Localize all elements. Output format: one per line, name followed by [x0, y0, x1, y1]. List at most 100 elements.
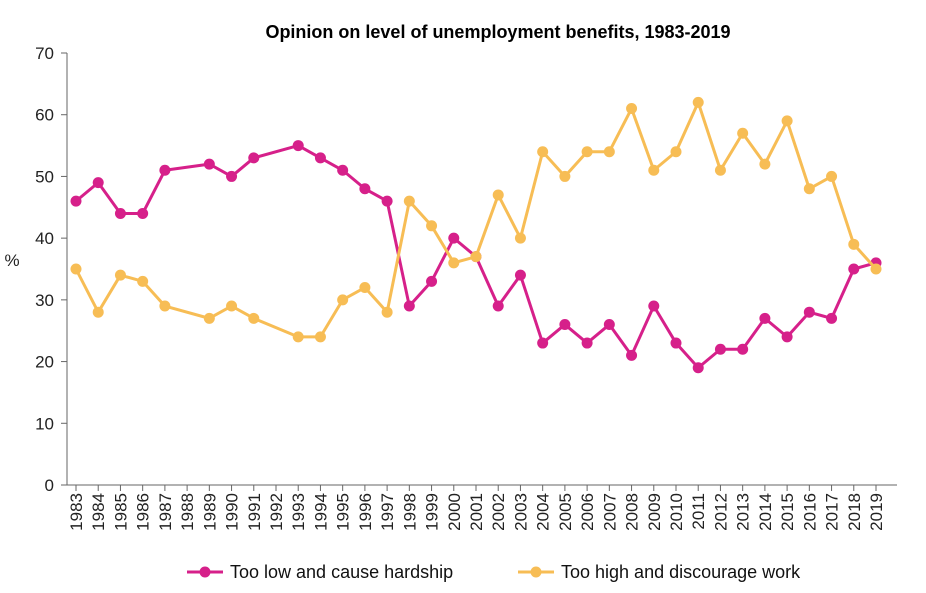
data-point	[92, 177, 104, 189]
data-point	[426, 220, 438, 232]
y-tick-label: 20	[35, 353, 54, 372]
data-point	[137, 207, 149, 219]
data-point	[737, 127, 749, 139]
data-point	[714, 343, 726, 355]
x-tick-label: 2009	[645, 493, 664, 531]
data-point	[159, 164, 171, 176]
data-point	[359, 183, 371, 195]
legend-label: Too high and discourage work	[561, 562, 801, 582]
x-tick-label: 1993	[289, 493, 308, 531]
data-point	[848, 263, 860, 275]
x-tick-label: 2003	[511, 493, 530, 531]
x-tick-label: 2000	[445, 493, 464, 531]
data-point	[337, 164, 349, 176]
x-tick-label: 2017	[823, 493, 842, 531]
x-tick-label: 2010	[667, 493, 686, 531]
data-point	[359, 282, 371, 294]
data-point	[559, 170, 571, 182]
x-tick-label: 2018	[845, 493, 864, 531]
data-point	[848, 238, 860, 250]
data-point	[448, 257, 460, 269]
data-point	[492, 189, 504, 201]
data-point	[248, 152, 260, 164]
data-point	[670, 337, 682, 349]
y-tick-label: 60	[35, 106, 54, 125]
series-1	[70, 96, 882, 343]
y-tick-label: 10	[35, 414, 54, 433]
data-point	[248, 312, 260, 324]
data-point	[581, 337, 593, 349]
legend-swatch-marker	[530, 566, 542, 578]
x-tick-label: 2013	[734, 493, 753, 531]
data-point	[226, 170, 238, 182]
y-axis-label: %	[4, 251, 19, 270]
legend-item-0: Too low and cause hardship	[187, 562, 453, 582]
legend-label: Too low and cause hardship	[230, 562, 453, 582]
data-point	[203, 158, 215, 170]
data-point	[670, 146, 682, 158]
data-point	[759, 158, 771, 170]
legend: Too low and cause hardship Too high and d…	[187, 562, 801, 582]
data-point	[692, 96, 704, 108]
data-point	[70, 263, 82, 275]
data-point	[314, 331, 326, 343]
data-point	[648, 300, 660, 312]
data-point	[559, 319, 571, 331]
legend-swatch-marker	[199, 566, 211, 578]
data-point	[470, 251, 482, 263]
legend-item-1: Too high and discourage work	[518, 562, 801, 582]
x-tick-label: 2007	[600, 493, 619, 531]
data-point	[514, 232, 526, 244]
data-point	[626, 103, 638, 115]
data-point	[826, 170, 838, 182]
data-point	[537, 337, 549, 349]
x-tick-label: 1986	[134, 493, 153, 531]
x-tick-label: 1984	[89, 493, 108, 531]
y-tick-label: 40	[35, 229, 54, 248]
data-point	[803, 183, 815, 195]
y-tick-label: 0	[45, 476, 54, 495]
x-tick-label: 1995	[334, 493, 353, 531]
data-point	[203, 312, 215, 324]
data-point	[870, 263, 882, 275]
data-point	[426, 275, 438, 287]
data-point	[314, 152, 326, 164]
data-point	[448, 232, 460, 244]
series-layer	[70, 96, 882, 374]
data-point	[70, 195, 82, 207]
x-tick-label: 2019	[867, 493, 886, 531]
x-tick-label: 1991	[245, 493, 264, 531]
data-point	[737, 343, 749, 355]
data-point	[159, 300, 171, 312]
x-tick-label: 2004	[534, 493, 553, 531]
data-point	[759, 312, 771, 324]
series-0	[70, 140, 882, 374]
x-tick-label: 2008	[623, 493, 642, 531]
x-tick-label: 2015	[778, 493, 797, 531]
data-point	[114, 269, 126, 281]
data-point	[137, 275, 149, 287]
data-point	[826, 312, 838, 324]
x-tick-label: 1989	[200, 493, 219, 531]
x-tick-label: 2014	[756, 493, 775, 531]
x-tick-label: 2011	[689, 493, 708, 530]
data-point	[337, 294, 349, 306]
data-point	[381, 306, 393, 318]
data-point	[781, 331, 793, 343]
x-tick-label: 2006	[578, 493, 597, 531]
data-point	[226, 300, 238, 312]
data-point	[403, 195, 415, 207]
x-tick-label: 2002	[489, 493, 508, 531]
data-point	[292, 331, 304, 343]
data-point	[603, 146, 615, 158]
x-tick-label: 1983	[67, 493, 86, 531]
data-point	[492, 300, 504, 312]
x-tick-label: 1985	[111, 493, 130, 531]
data-point	[537, 146, 549, 158]
data-point	[381, 195, 393, 207]
x-tick-label: 2012	[711, 493, 730, 531]
data-point	[803, 306, 815, 318]
x-tick-label: 1987	[156, 493, 175, 531]
